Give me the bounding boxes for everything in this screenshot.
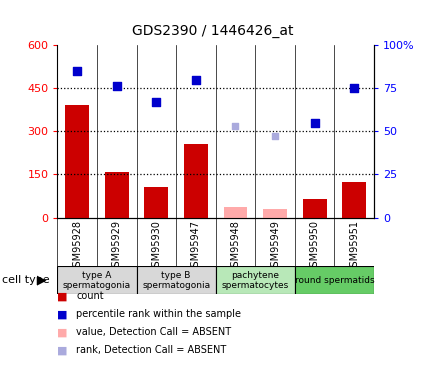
Text: ▶: ▶: [37, 274, 46, 287]
Point: [311, 120, 318, 126]
Bar: [105, 171, 129, 217]
Bar: [184, 144, 208, 218]
Point: [113, 83, 120, 89]
Text: value, Detection Call = ABSENT: value, Detection Call = ABSENT: [76, 327, 232, 337]
Text: type B
spermatogonia: type B spermatogonia: [142, 271, 210, 290]
Point: [351, 85, 357, 91]
Bar: [65, 105, 89, 218]
Text: percentile rank within the sample: percentile rank within the sample: [76, 309, 241, 319]
Bar: [342, 182, 366, 218]
Text: rank, Detection Call = ABSENT: rank, Detection Call = ABSENT: [76, 345, 227, 355]
Text: cell type: cell type: [2, 275, 50, 285]
Bar: [144, 188, 168, 218]
Bar: [303, 199, 326, 217]
Bar: [136, 266, 215, 294]
Point: [193, 76, 199, 82]
Text: GSM95930: GSM95930: [151, 220, 162, 273]
Text: ■: ■: [57, 345, 68, 355]
Text: ■: ■: [57, 309, 68, 319]
Text: GSM95950: GSM95950: [310, 220, 320, 273]
Bar: [224, 207, 247, 218]
Point: [272, 134, 278, 140]
Bar: [215, 266, 295, 294]
Text: GSM95949: GSM95949: [270, 220, 280, 273]
Text: round spermatids: round spermatids: [295, 276, 374, 285]
Point: [74, 68, 81, 74]
Text: type A
spermatogonia: type A spermatogonia: [63, 271, 131, 290]
Bar: [263, 209, 287, 218]
Point: [232, 123, 239, 129]
Bar: [57, 266, 136, 294]
Text: GSM95929: GSM95929: [112, 220, 122, 273]
Text: GSM95948: GSM95948: [230, 220, 241, 273]
Text: count: count: [76, 291, 104, 301]
Bar: [295, 266, 374, 294]
Text: GSM95928: GSM95928: [72, 220, 82, 273]
Text: GDS2390 / 1446426_at: GDS2390 / 1446426_at: [132, 24, 293, 38]
Text: ■: ■: [57, 327, 68, 337]
Text: GSM95947: GSM95947: [191, 220, 201, 273]
Text: GSM95951: GSM95951: [349, 220, 359, 273]
Point: [153, 99, 160, 105]
Text: ■: ■: [57, 291, 68, 301]
Text: pachytene
spermatocytes: pachytene spermatocytes: [222, 271, 289, 290]
